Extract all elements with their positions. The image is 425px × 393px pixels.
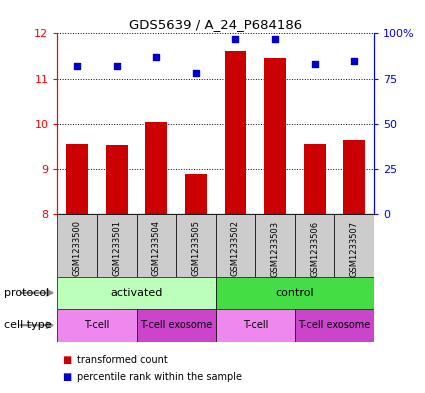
Text: control: control xyxy=(275,288,314,298)
Text: GSM1233507: GSM1233507 xyxy=(350,220,359,277)
Text: T-cell: T-cell xyxy=(243,320,268,330)
Bar xyxy=(57,309,136,342)
Text: ■: ■ xyxy=(62,354,71,365)
Title: GDS5639 / A_24_P684186: GDS5639 / A_24_P684186 xyxy=(129,18,302,31)
Text: GSM1233502: GSM1233502 xyxy=(231,220,240,276)
Point xyxy=(74,63,81,69)
Bar xyxy=(304,144,326,214)
Bar xyxy=(97,214,136,277)
Point xyxy=(113,63,120,69)
Point xyxy=(272,36,278,42)
Bar xyxy=(224,51,246,214)
Text: GSM1233503: GSM1233503 xyxy=(271,220,280,277)
Text: GSM1233504: GSM1233504 xyxy=(152,220,161,276)
Text: GSM1233505: GSM1233505 xyxy=(191,220,201,276)
Text: T-cell exosome: T-cell exosome xyxy=(298,320,371,330)
Bar xyxy=(176,214,215,277)
Bar xyxy=(295,309,374,342)
Point xyxy=(311,61,318,67)
Bar xyxy=(255,214,295,277)
Bar xyxy=(185,174,207,214)
Bar xyxy=(215,214,255,277)
Text: protocol: protocol xyxy=(4,288,49,298)
Bar xyxy=(57,214,97,277)
Bar xyxy=(334,214,374,277)
Text: ■: ■ xyxy=(62,372,71,382)
Point xyxy=(193,70,199,76)
Bar xyxy=(145,121,167,214)
Text: T-cell exosome: T-cell exosome xyxy=(140,320,212,330)
Bar xyxy=(66,144,88,214)
Point xyxy=(351,57,357,64)
Bar xyxy=(264,58,286,214)
Text: cell type: cell type xyxy=(4,320,52,330)
Point xyxy=(232,36,239,42)
Point xyxy=(153,54,160,60)
Bar xyxy=(215,309,295,342)
Text: GSM1233506: GSM1233506 xyxy=(310,220,319,277)
Bar xyxy=(57,277,215,309)
Bar xyxy=(136,214,176,277)
Text: activated: activated xyxy=(110,288,163,298)
Text: GSM1233500: GSM1233500 xyxy=(73,220,82,276)
Text: percentile rank within the sample: percentile rank within the sample xyxy=(76,372,241,382)
Bar xyxy=(295,214,334,277)
Bar xyxy=(215,277,374,309)
Bar xyxy=(106,145,128,214)
Text: T-cell: T-cell xyxy=(84,320,110,330)
Bar xyxy=(343,140,365,214)
Text: GSM1233501: GSM1233501 xyxy=(112,220,121,276)
Text: transformed count: transformed count xyxy=(76,354,167,365)
Bar xyxy=(136,309,215,342)
